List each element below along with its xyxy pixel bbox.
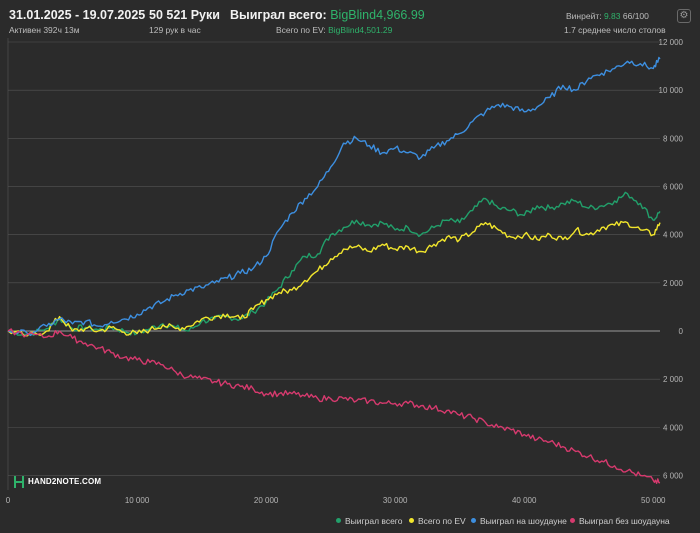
y-tick-label: 4 000 <box>663 423 684 432</box>
legend-label: Выиграл без шоудауна <box>579 516 670 526</box>
active-time: Активен 392ч 13м <box>9 25 80 35</box>
y-tick-labels: 12 000 10 000 8 000 6 000 4 000 2 000 0 2 000 4 … <box>659 38 684 481</box>
grid <box>7 38 660 490</box>
hand2note-logo-icon <box>14 476 24 488</box>
x-tick-label: 40 000 <box>512 496 537 505</box>
legend-item-showdown[interactable]: Выиграл на шоудауне <box>471 516 567 526</box>
series-no-showdown <box>7 328 661 484</box>
x-tick-label: 10 000 <box>125 496 150 505</box>
winrate: Винрейт: 9.83 66/100 <box>566 11 649 21</box>
ev-total-value: BigBlind4,501.29 <box>328 25 393 35</box>
y-tick-label: 0 <box>679 327 684 336</box>
logo-text: HAND2NOTE.COM <box>28 477 102 487</box>
hands-count: 50 521 Руки <box>149 8 220 22</box>
y-tick-label: 6 000 <box>663 472 684 481</box>
x-tick-label: 30 000 <box>383 496 408 505</box>
legend-dot <box>409 518 414 524</box>
x-tick-label: 20 000 <box>254 496 279 505</box>
legend-item-no-showdown[interactable]: Выиграл без шоудауна <box>570 516 670 526</box>
series-lines <box>7 56 661 484</box>
date-range: 31.01.2025 - 19.07.2025 <box>9 8 146 22</box>
hands-per-hour: 129 рук в час <box>149 25 201 35</box>
won-total-label: Выиграл всего: <box>230 8 327 22</box>
y-tick-label: 4 000 <box>663 231 684 240</box>
x-tick-label: 50 000 <box>641 496 666 505</box>
ev-total-label: Всего по EV: <box>276 25 326 35</box>
legend-dot <box>471 518 476 524</box>
legend-item-ev[interactable]: Всего по EV <box>409 516 466 526</box>
legend-dot <box>336 518 341 524</box>
won-total-value: BigBlind4,966.99 <box>330 8 425 22</box>
y-tick-label: 2 000 <box>663 375 684 384</box>
legend-label: Выиграл всего <box>345 516 403 526</box>
gear-icon[interactable]: ⚙ <box>677 9 691 23</box>
legend-item-won-total[interactable]: Выиграл всего <box>336 516 402 526</box>
y-tick-label: 10 000 <box>659 86 684 95</box>
winrate-label: Винрейт: <box>566 11 602 21</box>
series-ev <box>7 220 661 337</box>
legend-label: Выиграл на шоудауне <box>480 516 567 526</box>
avg-tables: 1.7 среднее число столов <box>564 25 666 35</box>
y-tick-label: 6 000 <box>663 183 684 192</box>
y-tick-label: 2 000 <box>663 279 684 288</box>
winrate-value: 9.83 <box>603 11 621 21</box>
y-tick-label: 8 000 <box>663 134 684 143</box>
legend-label: Всего по EV <box>418 516 466 526</box>
winrate-count: 66/100 <box>622 11 649 21</box>
series-won-total <box>7 191 661 336</box>
ev-total: Всего по EV: BigBlind4,501.29 <box>276 25 392 35</box>
x-tick-label: 0 <box>6 496 11 505</box>
x-tick-labels: 0 10 000 20 000 30 000 40 000 50 000 <box>6 496 666 505</box>
series-showdown <box>7 56 661 337</box>
legend-dot <box>570 518 575 524</box>
y-tick-label: 12 000 <box>659 38 684 47</box>
hand2note-logo: HAND2NOTE.COM <box>14 476 101 488</box>
won-total: Выиграл всего: BigBlind4,966.99 <box>230 8 425 22</box>
